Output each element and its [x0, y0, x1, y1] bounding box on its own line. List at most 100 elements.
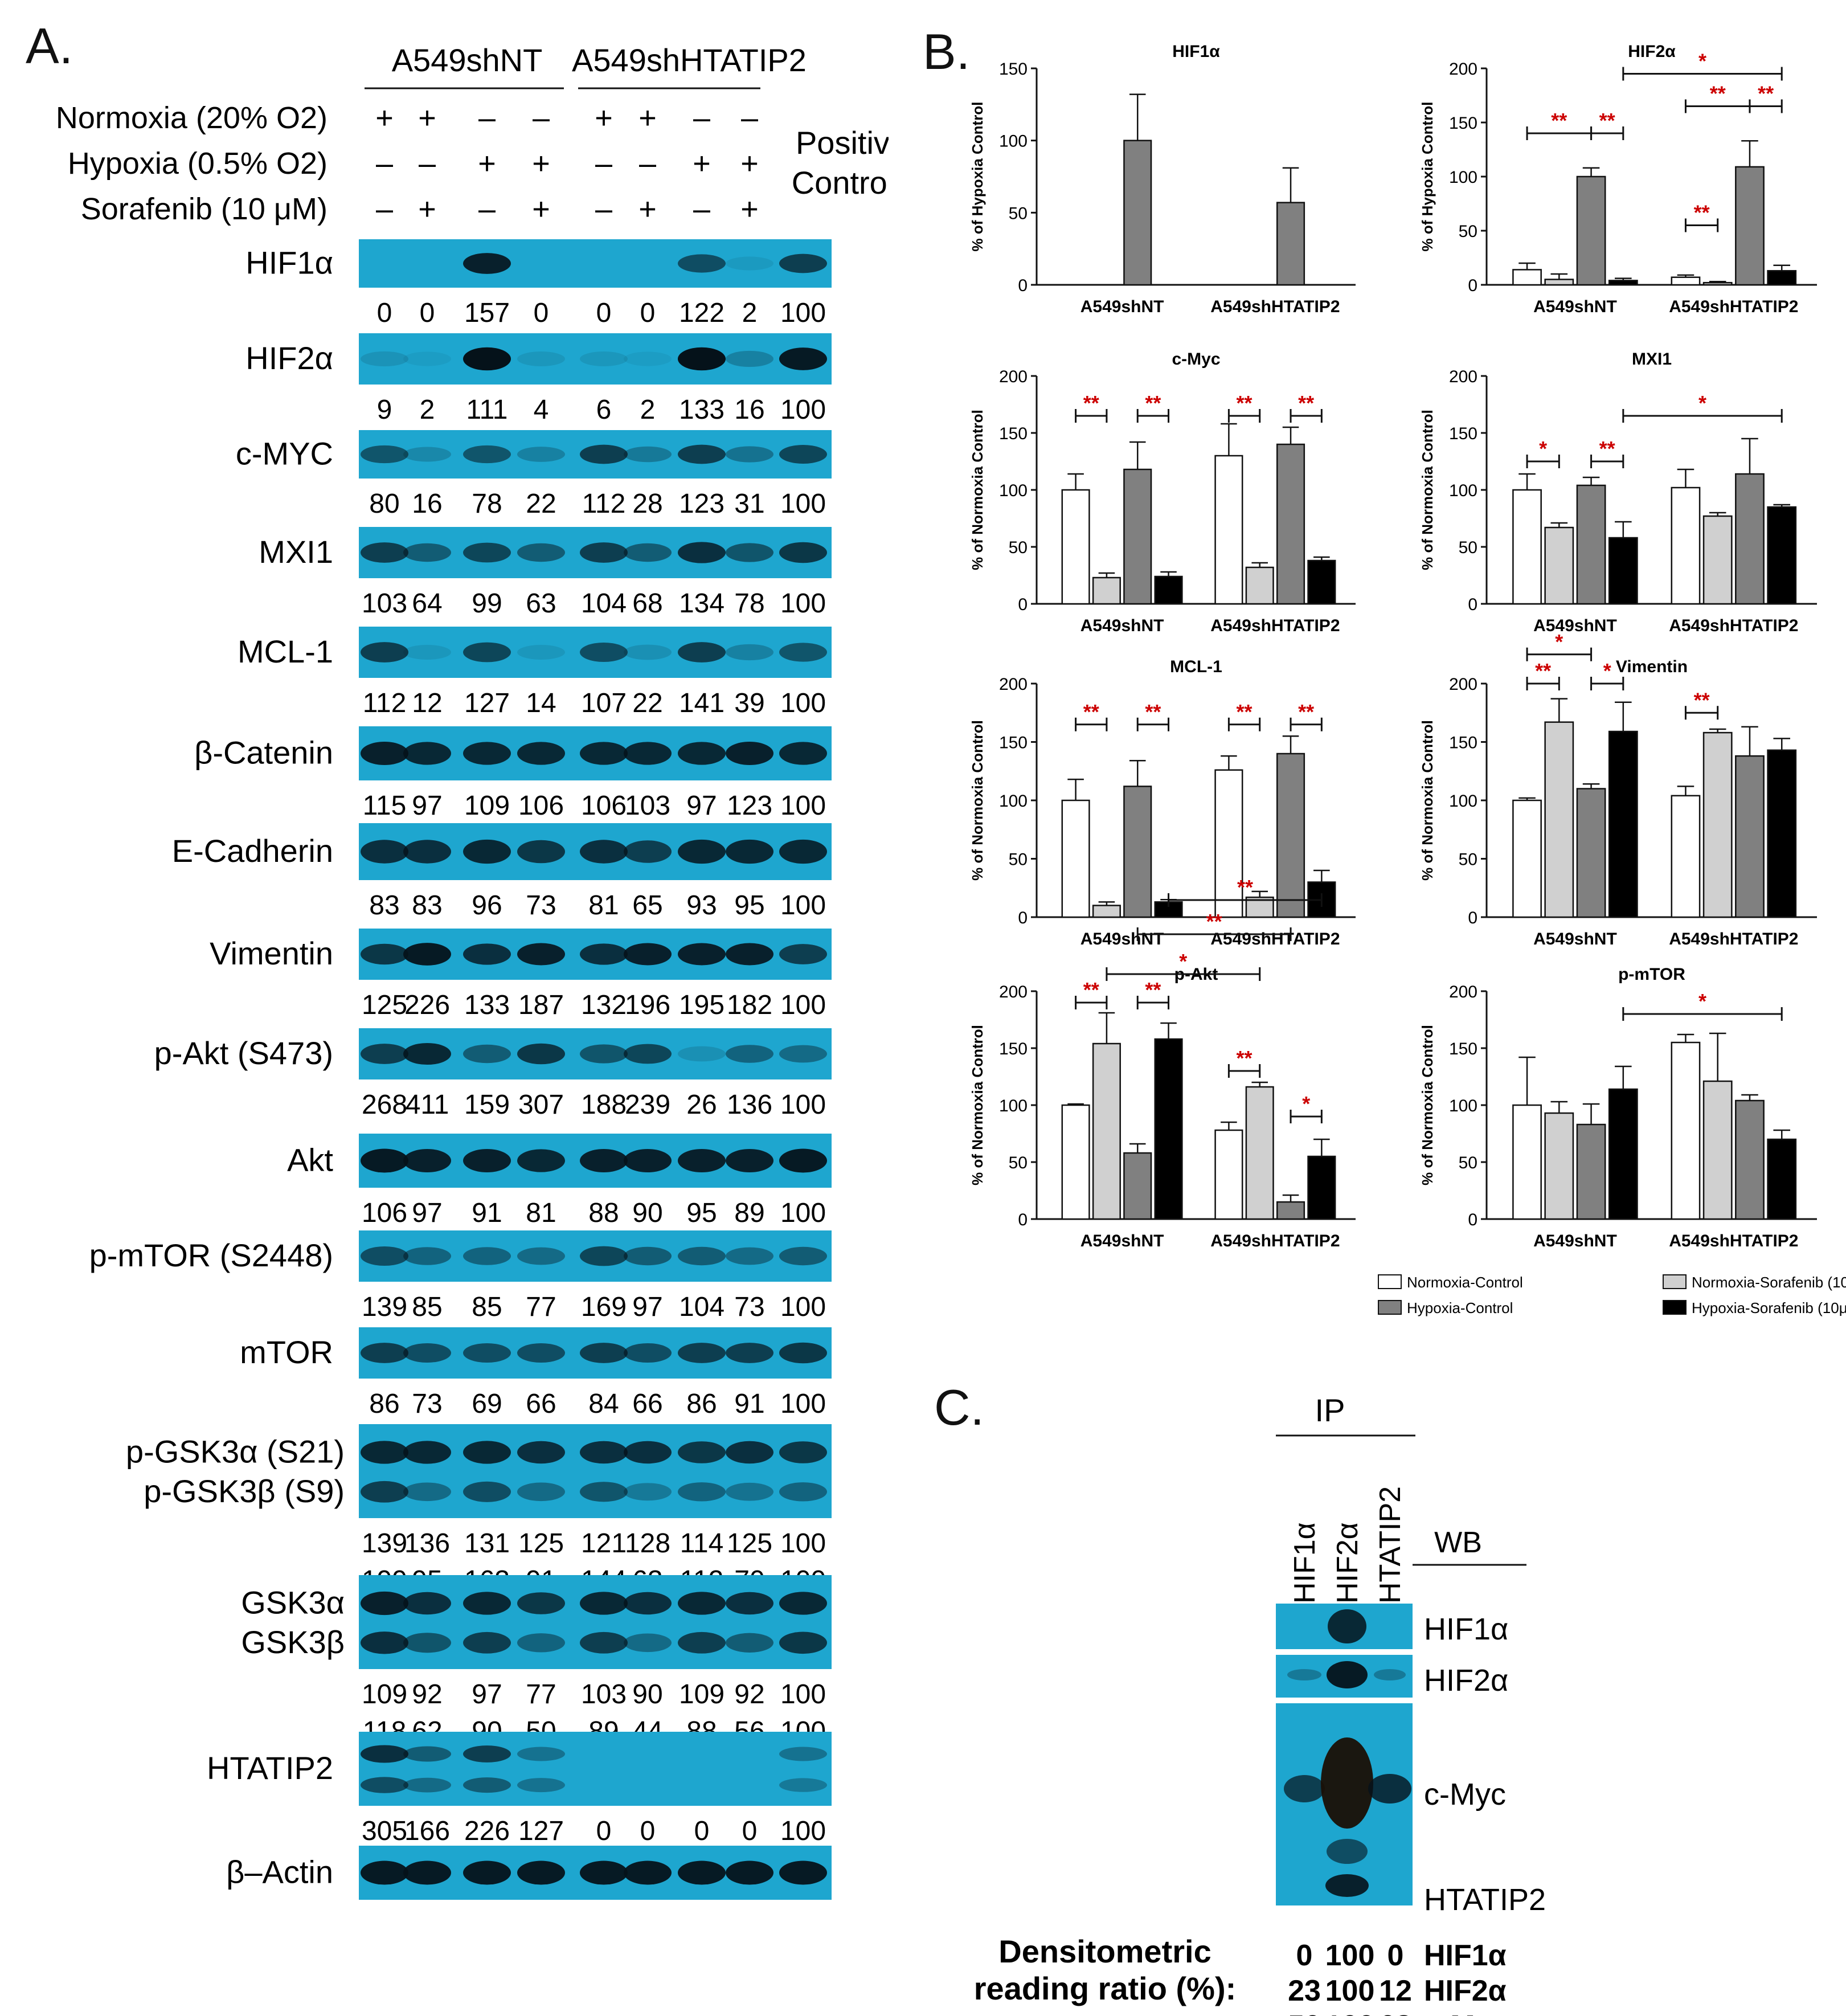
densitometry-value: 112	[363, 688, 407, 718]
blot-band	[678, 1482, 726, 1502]
blot-label-secondary: p-GSK3β (S9)	[144, 1473, 345, 1509]
blot-band	[361, 642, 408, 663]
densitometry-value: 91	[472, 1198, 502, 1228]
blot-band	[463, 1860, 511, 1885]
blot-label: E-Cadherin	[172, 833, 333, 869]
densitometry-value: 22	[632, 688, 662, 718]
densitometry-value: 104	[679, 1292, 725, 1322]
densitometry-value: 95	[734, 890, 764, 921]
y-tick-label: 0	[1468, 1211, 1477, 1229]
densitometry-value: 100	[780, 298, 826, 328]
blot-band	[779, 1148, 827, 1173]
y-tick-label: 100	[999, 792, 1028, 811]
panel-b: B. HIF1α 0 50 100 150 % of Hypoxia Control A54…	[923, 23, 1846, 1344]
densitometry-value: 0	[640, 1816, 656, 1846]
blot-label: p-Akt (S473)	[154, 1035, 333, 1071]
condition-mark: –	[376, 192, 393, 226]
blot-band	[580, 351, 628, 366]
blot-band	[779, 1045, 827, 1063]
chart-title: HIF2α	[1628, 42, 1676, 61]
densitometry-value: 81	[526, 1198, 556, 1228]
densitometry-value: 128	[625, 1528, 670, 1559]
sig-label: **	[1710, 82, 1726, 105]
y-tick-label: 100	[1449, 792, 1477, 811]
blot-band	[726, 1247, 773, 1265]
blot-band	[361, 1777, 408, 1793]
densitometry-value: 100	[780, 791, 826, 821]
densitometry-value: 12	[412, 688, 442, 718]
densito-label-1: Densitometric	[998, 1933, 1211, 1969]
blot-band	[726, 1482, 773, 1501]
densitometry-value: 97	[686, 791, 717, 821]
blot-band	[517, 1482, 565, 1502]
chart-1: HIF2α 0 50 100 150 200 % of Hypoxia Control A54…	[1419, 42, 1817, 316]
condition-mark: –	[533, 101, 550, 135]
blot-band	[726, 741, 773, 766]
densitometry-value: 104	[581, 588, 627, 619]
blot-band	[580, 1441, 628, 1464]
densitometry-value: 100	[780, 1389, 826, 1419]
blot-row: E-Cadherin 83 83 96 73 81 65 93 95 100	[172, 823, 832, 921]
blot-band	[779, 253, 827, 273]
bar	[1767, 749, 1797, 918]
bar	[1544, 279, 1574, 286]
densitometry-value: 0	[420, 298, 435, 328]
bar	[1671, 486, 1701, 605]
blot-band	[403, 1441, 451, 1464]
y-tick-label: 200	[1449, 60, 1477, 79]
y-tick-label: 50	[1009, 538, 1028, 557]
condition-mark: +	[478, 146, 496, 181]
ip-lane-label: HIF2α	[1331, 1522, 1364, 1604]
blot-label: GSK3α	[241, 1585, 345, 1621]
blot-label: MCL-1	[238, 633, 333, 669]
ip-blot	[1276, 1604, 1413, 1905]
bar	[1544, 526, 1574, 605]
x-category-label: A549shHTATIP2	[1210, 297, 1340, 316]
densitometry-value: 139	[362, 1292, 407, 1322]
blot-band	[624, 1441, 672, 1464]
blot-label: mTOR	[240, 1334, 333, 1370]
y-tick-label: 0	[1018, 276, 1028, 295]
densitometry-value: 131	[464, 1528, 510, 1559]
densitometry-value: 0	[742, 1816, 758, 1846]
blot-band	[580, 642, 628, 663]
densitometry-value: 89	[734, 1198, 764, 1228]
blot-band	[779, 1860, 827, 1885]
bar	[1276, 1201, 1305, 1220]
bar	[1671, 276, 1701, 286]
panel-a-blots: A549shNT A549shHTATIP2 Positive Control Norm…	[56, 42, 889, 1900]
bar	[1512, 1104, 1542, 1220]
blot-band	[403, 1633, 451, 1653]
y-tick-label: 150	[1449, 114, 1477, 133]
blot-band	[779, 1631, 827, 1654]
sig-label: **	[1535, 659, 1551, 682]
x-category-label: A549shHTATIP2	[1210, 930, 1340, 948]
densitometry-value: 166	[404, 1816, 450, 1846]
ratio-value: 0	[1296, 1939, 1313, 1972]
densitometry-value: 73	[526, 890, 556, 921]
blot-band	[463, 1441, 511, 1464]
blot-band	[678, 254, 726, 273]
x-category-label: A549shHTATIP2	[1210, 616, 1340, 635]
chart-0: HIF1α 0 50 100 150 % of Hypoxia Control A549sh…	[969, 42, 1356, 316]
bar	[1735, 166, 1765, 286]
blot-label: HIF1α	[245, 245, 333, 281]
densitometry-value: 0	[694, 1816, 710, 1846]
blot-band	[361, 1246, 408, 1266]
y-axis-label: % of Normoxia Control	[969, 1025, 986, 1185]
condition-mark: +	[532, 146, 550, 181]
blot-band	[726, 1148, 773, 1173]
densitometry-value: 6	[596, 395, 612, 425]
densitometry-value: 109	[362, 1679, 407, 1710]
condition-mark: +	[638, 192, 657, 226]
bar	[1276, 753, 1305, 918]
densitometry-value: 132	[581, 990, 627, 1020]
blot-band	[580, 1148, 628, 1173]
blot-band	[726, 1860, 773, 1885]
densitometry-value: 83	[412, 890, 442, 921]
densitometry-value: 26	[686, 1090, 717, 1120]
blot-band	[517, 543, 565, 562]
y-tick-label: 0	[1468, 595, 1477, 614]
blot-label: p-GSK3α (S21)	[126, 1434, 345, 1470]
